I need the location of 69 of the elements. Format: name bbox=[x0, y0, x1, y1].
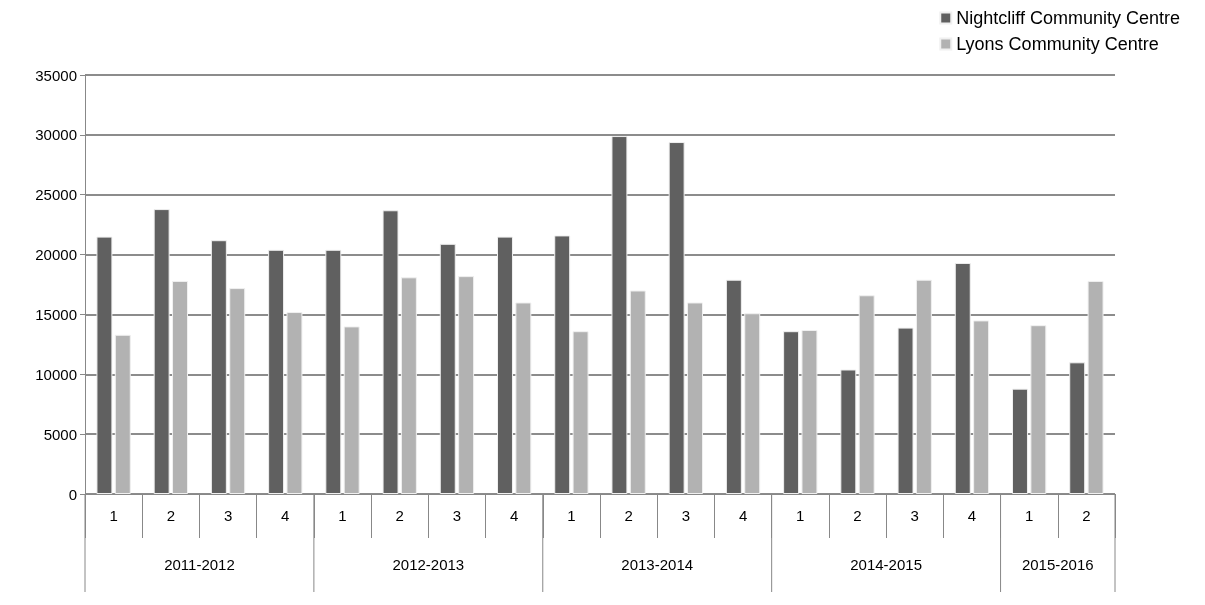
bar bbox=[153, 209, 170, 494]
bar bbox=[439, 243, 456, 494]
bar bbox=[840, 369, 857, 494]
y-tick-label: 25000 bbox=[35, 186, 77, 204]
bar bbox=[286, 312, 303, 494]
x-tick-label: 2 bbox=[166, 507, 176, 524]
bar bbox=[343, 326, 360, 494]
y-tick-label: 20000 bbox=[35, 246, 77, 264]
x-tick-label: 1 bbox=[1024, 507, 1034, 524]
legend-label: Lyons Community Centre bbox=[956, 34, 1159, 54]
bar bbox=[801, 329, 818, 494]
bar bbox=[897, 327, 914, 494]
bar bbox=[687, 302, 703, 494]
bar bbox=[1069, 362, 1086, 494]
bar bbox=[668, 142, 685, 494]
x-tick-label: 2 bbox=[853, 507, 862, 524]
bar bbox=[1012, 388, 1028, 494]
text: 2014-2015 bbox=[850, 555, 922, 573]
bar bbox=[96, 236, 113, 494]
x-tick-label: 4 bbox=[509, 507, 519, 524]
bar bbox=[172, 280, 188, 494]
bar bbox=[382, 210, 399, 494]
bar bbox=[325, 249, 342, 494]
x-tick-label: 3 bbox=[681, 507, 691, 524]
y-tick-label: 10000 bbox=[35, 365, 77, 383]
x-tick-label: 3 bbox=[223, 507, 233, 524]
x-tick-label: 2 bbox=[395, 507, 404, 524]
x-tick-label: 1 bbox=[567, 507, 576, 524]
bar bbox=[858, 295, 875, 494]
text: 2011-2012 bbox=[164, 555, 235, 573]
y-tick-label: 0 bbox=[68, 485, 77, 503]
x-tick-label: 4 bbox=[967, 507, 977, 524]
x-tick-label: 1 bbox=[338, 507, 347, 524]
bar bbox=[915, 279, 932, 494]
bar bbox=[725, 279, 742, 494]
x-tick-label: 2 bbox=[624, 507, 633, 524]
text: 2015-2016 bbox=[1021, 555, 1094, 573]
bar bbox=[1030, 325, 1047, 494]
x-tick-label: 2 bbox=[1082, 507, 1091, 524]
bar bbox=[783, 331, 800, 494]
bar bbox=[400, 277, 417, 494]
bar bbox=[629, 290, 646, 494]
text: 2013-2014 bbox=[621, 555, 694, 573]
bar bbox=[210, 240, 227, 494]
bar bbox=[744, 313, 761, 494]
bar bbox=[611, 136, 628, 494]
y-tick-label: 15000 bbox=[35, 305, 77, 323]
y-tick-label: 30000 bbox=[35, 126, 77, 144]
x-tick-label: 3 bbox=[452, 507, 462, 524]
bar bbox=[114, 334, 131, 494]
x-tick-label: 1 bbox=[109, 507, 118, 524]
y-tick-label: 35000 bbox=[35, 66, 77, 84]
y-tick-label: 5000 bbox=[43, 425, 77, 443]
bar bbox=[497, 236, 513, 494]
x-tick-label: 3 bbox=[910, 507, 919, 524]
x-tick-label: 1 bbox=[796, 507, 805, 524]
bar bbox=[954, 262, 971, 494]
text: 2012-2013 bbox=[392, 555, 465, 573]
bar bbox=[268, 249, 285, 494]
bar bbox=[572, 331, 589, 494]
bar bbox=[973, 320, 990, 494]
bar bbox=[554, 235, 571, 494]
x-tick-label: 4 bbox=[738, 507, 748, 524]
x-tick-label: 4 bbox=[281, 507, 290, 524]
bar bbox=[1087, 280, 1104, 494]
bar bbox=[229, 288, 246, 494]
legend-label: Nightcliff Community Centre bbox=[956, 8, 1181, 28]
bar bbox=[515, 302, 532, 494]
bar bbox=[458, 276, 475, 494]
